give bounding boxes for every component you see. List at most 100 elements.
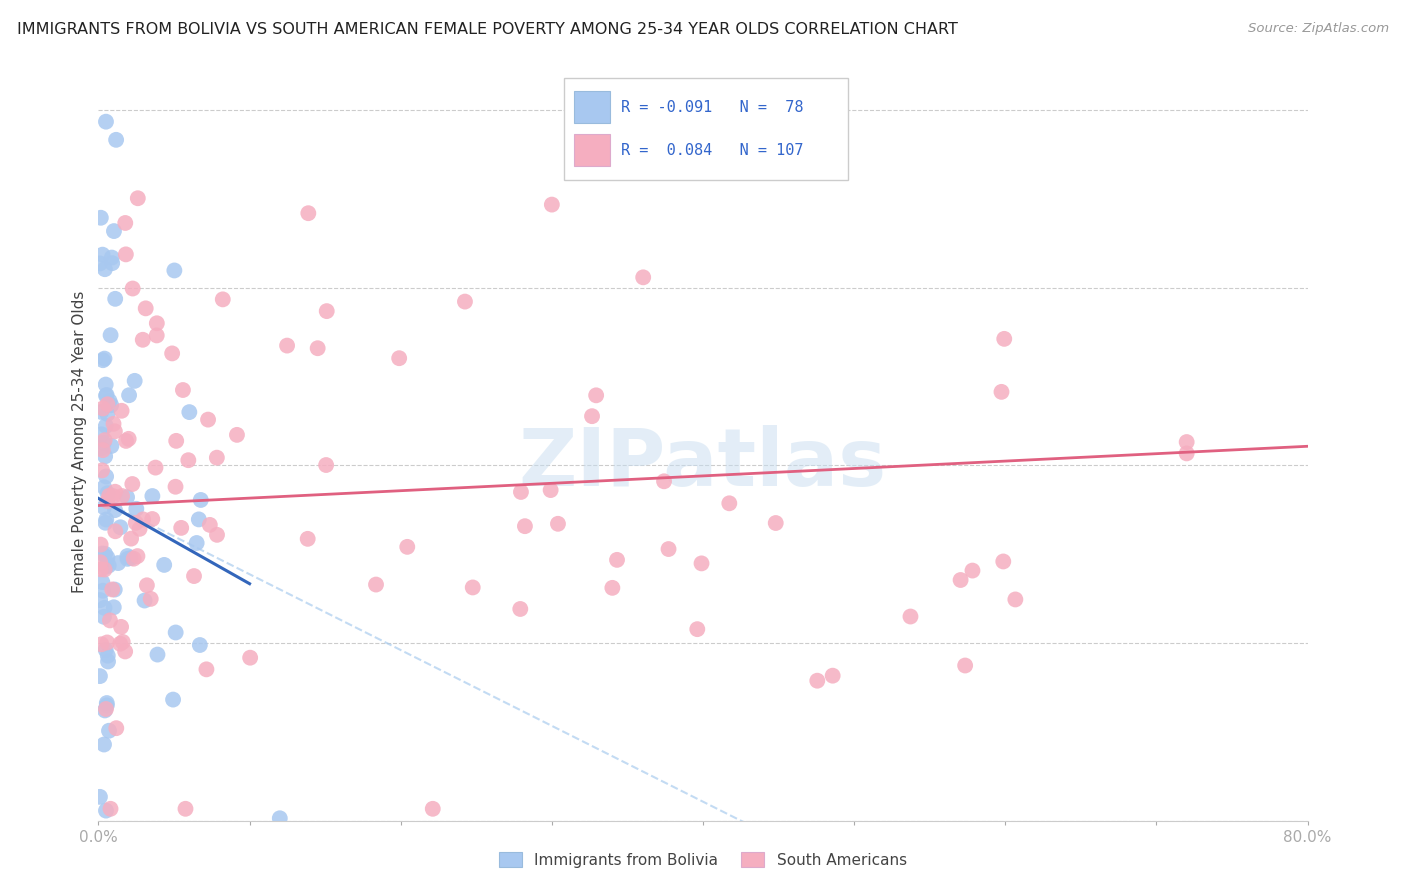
Point xyxy=(117,549,139,563)
Point xyxy=(145,328,167,343)
Point xyxy=(100,439,122,453)
Point xyxy=(165,480,187,494)
Point xyxy=(396,540,419,554)
Point xyxy=(135,578,157,592)
Point xyxy=(101,256,124,270)
Point xyxy=(205,528,228,542)
Point xyxy=(90,405,112,419)
Point xyxy=(172,383,194,397)
Point xyxy=(134,593,156,607)
Point xyxy=(90,637,112,651)
Point xyxy=(547,516,569,531)
Point xyxy=(461,581,484,595)
Point xyxy=(100,802,122,816)
Point xyxy=(188,638,211,652)
Point xyxy=(94,804,117,818)
Point xyxy=(89,256,111,270)
Point xyxy=(276,338,298,352)
Point xyxy=(139,591,162,606)
Point xyxy=(153,558,176,572)
Point xyxy=(990,384,1012,399)
Point xyxy=(100,398,122,412)
Bar xyxy=(574,135,610,166)
Point xyxy=(806,673,828,688)
Point xyxy=(170,521,193,535)
Point xyxy=(96,486,118,500)
Point xyxy=(93,433,115,447)
Point xyxy=(108,637,131,651)
Point xyxy=(124,374,146,388)
Point xyxy=(90,562,112,576)
Point xyxy=(581,409,603,424)
Point xyxy=(454,294,477,309)
Point xyxy=(94,377,117,392)
Point xyxy=(90,211,112,225)
Point xyxy=(114,216,136,230)
Point xyxy=(103,489,125,503)
Text: IMMIGRANTS FROM BOLIVIA VS SOUTH AMERICAN FEMALE POVERTY AMONG 25-34 YEAR OLDS C: IMMIGRANTS FROM BOLIVIA VS SOUTH AMERICA… xyxy=(17,22,957,37)
Point xyxy=(96,550,118,565)
Point xyxy=(111,489,134,503)
Point xyxy=(94,547,117,561)
Point xyxy=(90,427,112,442)
Point xyxy=(103,417,125,431)
Point xyxy=(98,723,121,738)
Point xyxy=(105,721,128,735)
Point xyxy=(101,582,124,597)
Point xyxy=(98,489,121,503)
Point xyxy=(94,643,117,657)
Point xyxy=(602,581,624,595)
Point xyxy=(190,492,212,507)
Point xyxy=(103,600,125,615)
Point xyxy=(174,802,197,816)
Point xyxy=(690,557,713,571)
Point xyxy=(146,648,169,662)
Point xyxy=(513,519,536,533)
Point xyxy=(195,662,218,676)
Point xyxy=(111,635,134,649)
Point xyxy=(127,549,149,563)
Point xyxy=(110,404,132,418)
Point xyxy=(315,304,337,318)
Point xyxy=(93,610,115,624)
Text: R = -0.091   N =  78: R = -0.091 N = 78 xyxy=(621,100,803,115)
Point xyxy=(93,435,115,450)
Point xyxy=(104,425,127,439)
Point xyxy=(104,503,127,517)
Point xyxy=(900,609,922,624)
Point xyxy=(993,332,1015,346)
Text: ZIPatlas: ZIPatlas xyxy=(519,425,887,503)
Point xyxy=(93,738,115,752)
Point xyxy=(98,393,121,408)
Point xyxy=(94,389,117,403)
Point xyxy=(165,434,187,448)
Point xyxy=(179,405,201,419)
Point xyxy=(94,703,117,717)
Point xyxy=(186,536,208,550)
Point xyxy=(652,475,675,489)
Point xyxy=(211,293,233,307)
Point xyxy=(107,556,129,570)
Point xyxy=(128,522,150,536)
Point xyxy=(103,224,125,238)
Point xyxy=(105,133,128,147)
Point xyxy=(96,407,118,421)
Point xyxy=(585,388,607,402)
Legend: Immigrants from Bolivia, South Americans: Immigrants from Bolivia, South Americans xyxy=(494,846,912,873)
Point xyxy=(949,573,972,587)
Text: Source: ZipAtlas.com: Source: ZipAtlas.com xyxy=(1249,22,1389,36)
Point xyxy=(121,281,143,295)
Point xyxy=(94,559,117,574)
Point xyxy=(183,569,205,583)
Point xyxy=(125,516,148,530)
Point xyxy=(110,520,132,534)
Point xyxy=(96,494,118,508)
Point xyxy=(162,692,184,706)
Point xyxy=(297,532,319,546)
Point xyxy=(540,483,562,497)
Point xyxy=(125,501,148,516)
Point xyxy=(93,500,115,515)
Point xyxy=(953,658,976,673)
Point xyxy=(1175,446,1198,460)
Point xyxy=(94,450,117,464)
